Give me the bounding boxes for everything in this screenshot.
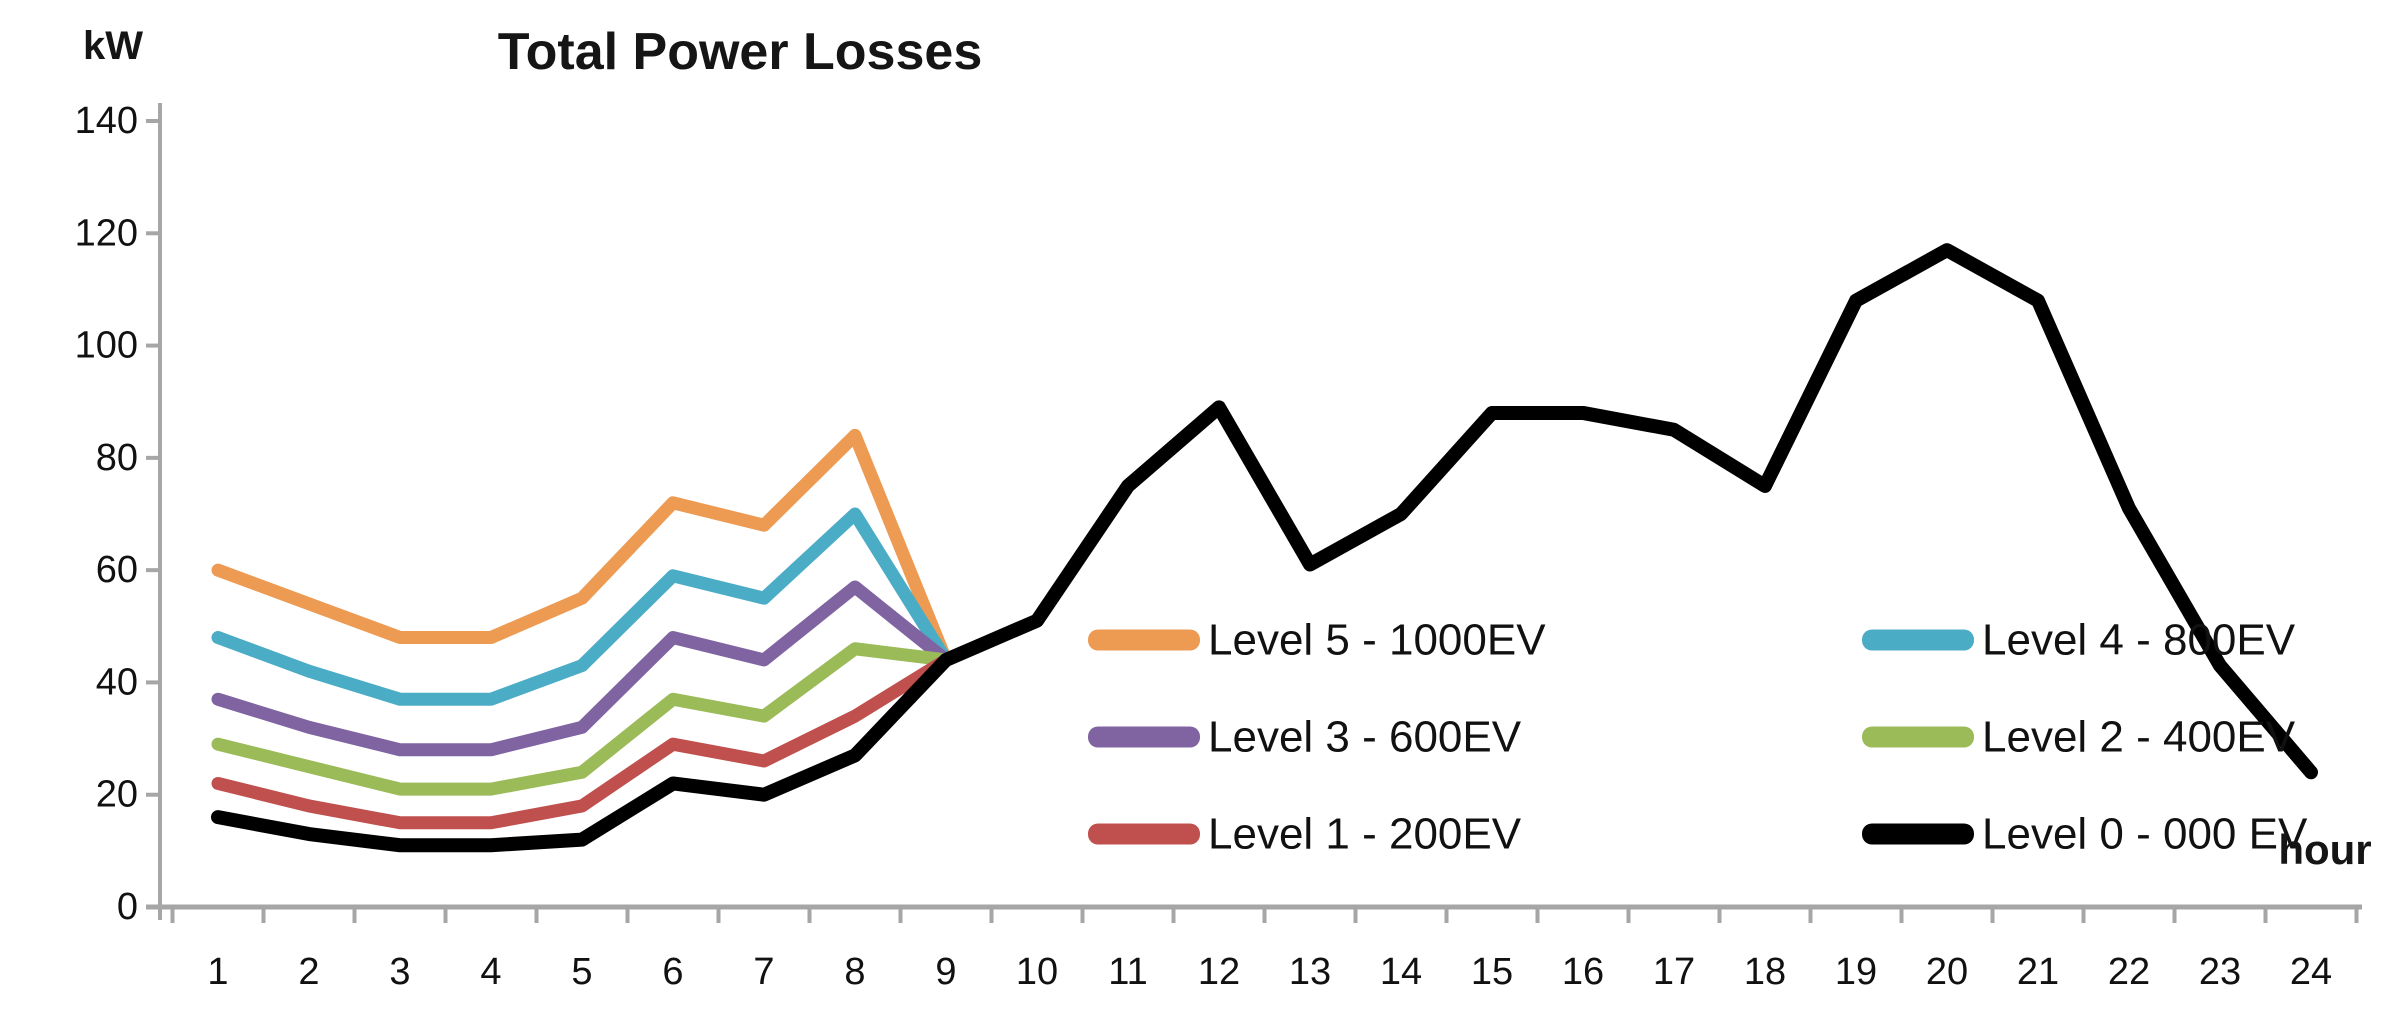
- x-tick-label: 5: [571, 951, 592, 993]
- y-tick-label: 80: [96, 437, 138, 479]
- x-tick-label: 23: [2199, 951, 2241, 993]
- y-tick-label: 100: [75, 325, 138, 367]
- series-line-level-0-000-ev: [211, 243, 2318, 853]
- x-tick-label: 4: [480, 951, 501, 993]
- x-axis-unit-label: hour: [2278, 826, 2372, 873]
- legend-swatch-level-1-200ev: [1088, 823, 1200, 845]
- y-tick-label: 120: [75, 212, 138, 254]
- x-tick-label: 14: [1380, 951, 1422, 993]
- x-tick-label: 6: [662, 951, 683, 993]
- legend-swatch-level-0-000-ev: [1862, 823, 1974, 845]
- legend-label: Level 3 - 600EV: [1208, 713, 1522, 762]
- chart-title: Total Power Losses: [497, 23, 983, 81]
- legend-label: Level 1 - 200EV: [1208, 810, 1522, 859]
- series-line-level-3-600ev: [211, 580, 953, 757]
- y-tick-label: 60: [96, 549, 138, 591]
- x-tick-label: 21: [2017, 951, 2059, 993]
- series-line-level-1-200ev: [211, 653, 953, 830]
- x-tick-label: 24: [2290, 951, 2332, 993]
- legend-swatch-level-5-1000ev: [1088, 629, 1200, 651]
- x-tick-label: 7: [753, 951, 774, 993]
- x-tick-label: 10: [1016, 951, 1058, 993]
- x-tick-label: 16: [1562, 951, 1604, 993]
- series-line-level-2-400ev: [211, 642, 953, 796]
- x-tick-label: 18: [1744, 951, 1786, 993]
- y-tick-label: 140: [75, 100, 138, 142]
- series-line-level-5-1000ev: [211, 428, 953, 667]
- legend-label: Level 0 - 000 EV: [1982, 810, 2308, 859]
- x-tick-label: 8: [844, 951, 865, 993]
- legend-label: Level 2 - 400EV: [1982, 713, 2296, 762]
- x-tick-label: 3: [389, 951, 410, 993]
- legend-swatch-level-2-400ev: [1862, 726, 1974, 748]
- x-tick-label: 15: [1471, 951, 1513, 993]
- legend-swatch-level-3-600ev: [1088, 726, 1200, 748]
- y-tick-label: 0: [117, 886, 138, 928]
- x-tick-label: 19: [1835, 951, 1877, 993]
- x-tick-label: 20: [1926, 951, 1968, 993]
- x-tick-label: 2: [298, 951, 319, 993]
- legend-swatch-level-4-800ev: [1862, 629, 1974, 651]
- x-tick-label: 12: [1198, 951, 1240, 993]
- x-tick-label: 13: [1289, 951, 1331, 993]
- x-tick-label: 22: [2108, 951, 2150, 993]
- x-tick-label: 17: [1653, 951, 1695, 993]
- series-line-level-4-800ev: [211, 507, 953, 706]
- legend-label: Level 4 - 800EV: [1982, 616, 2296, 665]
- legend-label: Level 5 - 1000EV: [1208, 616, 1546, 665]
- y-axis-unit-label: kW: [83, 24, 143, 68]
- y-tick-label: 40: [96, 661, 138, 703]
- y-tick-label: 20: [96, 774, 138, 816]
- x-tick-label: 9: [935, 951, 956, 993]
- x-tick-label: 11: [1108, 951, 1147, 993]
- x-tick-label: 1: [207, 951, 228, 993]
